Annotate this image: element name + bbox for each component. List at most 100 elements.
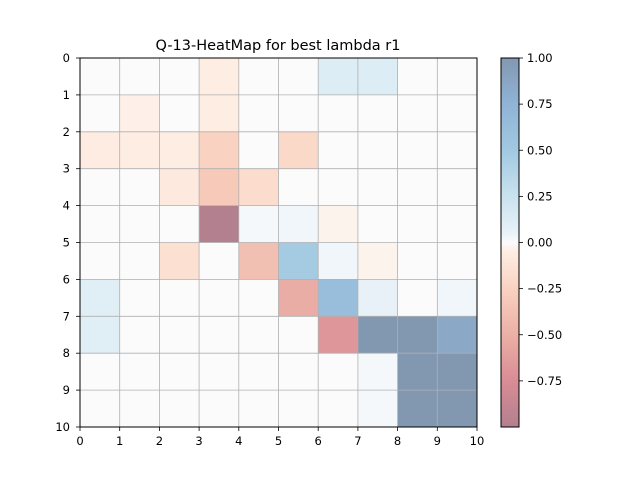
heatmap-cell [318,205,359,243]
heatmap-cell [437,390,478,428]
y-tick-label: 3 [63,162,70,176]
heatmap-cell [159,242,200,280]
heatmap-cell [238,279,279,317]
heatmap-cell [119,242,160,280]
heatmap-cell [199,279,240,317]
heatmap-cell [80,390,121,428]
heatmap-cell [278,131,319,170]
heatmap-cell [357,279,398,317]
heatmap-cell [159,131,200,170]
colorbar-tick-label: −0.75 [527,374,562,388]
heatmap-cell [119,390,160,428]
heatmap-cell [357,168,398,206]
heatmap-cell [437,353,478,391]
heatmap-cell [80,131,121,170]
y-tick-label: 6 [63,272,70,286]
heatmap-cell [159,168,200,206]
y-tick-label: 8 [63,346,70,360]
heatmap-cell [318,316,359,354]
colorbar-tick-label: −0.25 [527,282,562,296]
heatmap-cell [159,279,200,317]
x-tick-label: 10 [470,434,485,448]
y-axis-ticks: 0 1 2 3 4 5 6 7 8 9 10 [55,51,80,434]
heatmap-cell [278,58,319,96]
heatmap-cell [80,353,121,391]
y-tick-label: 5 [63,236,70,250]
colorbar-gradient [501,58,519,427]
heatmap-cell [80,205,121,243]
heatmap-cell [199,131,240,170]
x-tick-label: 8 [394,434,401,448]
heatmap-cell [318,390,359,428]
heatmap-cell [238,131,279,170]
heatmap-cell [357,353,398,391]
heatmap-cell [357,58,398,96]
heatmap-cell [238,242,279,280]
heatmap-cell [238,205,279,243]
heatmap-cell [119,316,160,354]
heatmap-cell [119,205,160,243]
x-tick-label: 9 [434,434,441,448]
heatmap-cell [357,242,398,280]
heatmap-cell [159,58,200,96]
heatmap-cell [318,131,359,170]
heatmap-cell [397,279,438,317]
y-tick-label: 0 [63,51,70,65]
heatmap-cell [199,168,240,206]
heatmap-cell [437,58,478,96]
heatmap-cell [119,353,160,391]
heatmap-cell [238,316,279,354]
heatmap-cell [199,205,240,243]
x-tick-label: 1 [116,434,123,448]
heatmap-cell [318,279,359,317]
heatmap-cell [80,316,121,354]
heatmap-cell [199,94,240,133]
x-axis-ticks: 0 1 2 3 4 5 6 7 8 9 10 [76,427,484,448]
heatmap-cell [199,353,240,391]
x-tick-label: 5 [275,434,282,448]
heatmap-cell [80,58,121,96]
heatmap-cell [397,353,438,391]
heatmap-cell [437,131,478,170]
heatmap-cell [437,242,478,280]
heatmap-cell [80,279,121,317]
heatmap-cell [278,390,319,428]
heatmap-cell [80,168,121,206]
heatmap-cell [357,205,398,243]
heatmap-cell [199,58,240,96]
y-tick-label: 9 [63,383,70,397]
colorbar-tick-label: 0.25 [527,189,553,203]
x-tick-label: 6 [315,434,322,448]
colorbar-tick-label: 0.50 [527,143,553,157]
y-tick-label: 10 [55,420,70,434]
colorbar-tick-label: −0.50 [527,328,562,342]
heatmap-cell [437,168,478,206]
heatmap-cells [80,58,478,428]
colorbar-tick-label: 0.00 [527,236,553,250]
heatmap-cell [357,131,398,170]
heatmap-cell [357,94,398,133]
heatmap-cell [397,316,438,354]
y-tick-label: 7 [63,309,70,323]
heatmap-cell [397,58,438,96]
heatmap-cell [357,316,398,354]
heatmap-cell [238,94,279,133]
heatmap-cell [119,58,160,96]
heatmap-cell [318,58,359,96]
heatmap-cell [278,353,319,391]
heatmap-cell [318,242,359,280]
heatmap-cell [357,390,398,428]
heatmap-cell [397,242,438,280]
heatmap-cell [278,168,319,206]
heatmap-gridlines [80,58,477,427]
heatmap-cell [199,242,240,280]
heatmap-cell [437,94,478,133]
heatmap-cell [278,205,319,243]
heatmap-cell [199,316,240,354]
heatmap-cell [238,58,279,96]
heatmap-cell [159,390,200,428]
heatmap-cell [159,316,200,354]
heatmap-cell [119,168,160,206]
heatmap-cell [238,353,279,391]
